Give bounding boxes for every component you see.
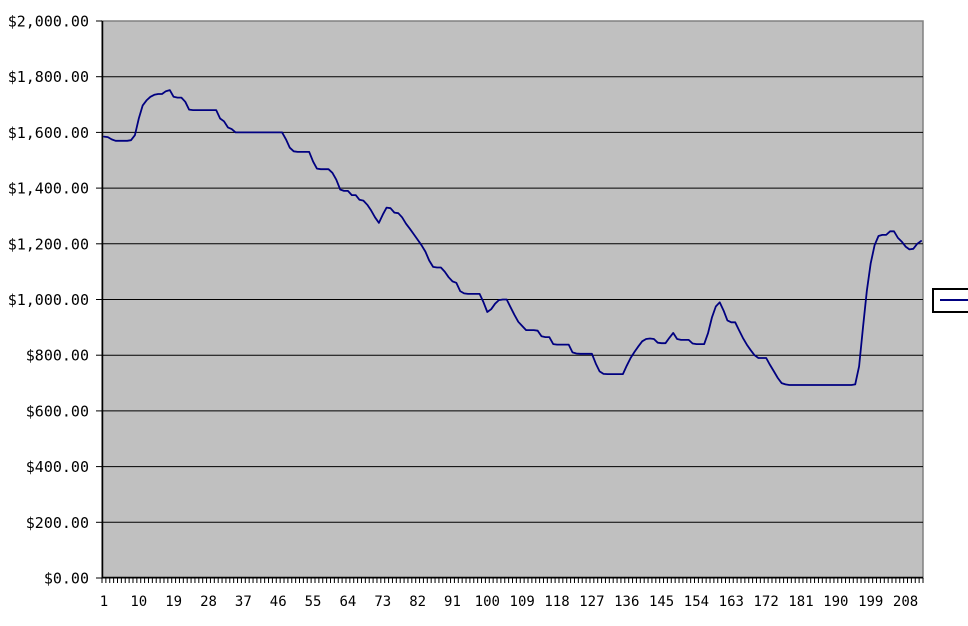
x-axis-tick-label: 64 — [339, 594, 356, 610]
series-line[interactable] — [103, 89, 922, 386]
y-axis-tick-label: $600.00 — [26, 402, 89, 420]
y-axis-tick-label: $1,000.00 — [8, 291, 89, 309]
x-axis-tick-label: 172 — [754, 594, 779, 610]
y-axis-tick-label: $800.00 — [26, 347, 89, 365]
y-axis-tick-label: $400.00 — [26, 458, 89, 476]
x-axis-tick-label: 10 — [130, 594, 147, 610]
x-axis-tick-label: 208 — [893, 594, 918, 610]
legend[interactable] — [932, 288, 968, 313]
x-axis-tick-label: 1 — [100, 594, 108, 610]
y-axis-tick-label: $2,000.00 — [8, 13, 89, 31]
x-axis-tick-label: 145 — [649, 594, 674, 610]
x-axis-tick-label: 127 — [579, 594, 604, 610]
x-axis-tick-label: 118 — [544, 594, 569, 610]
y-axis-tick-label: $1,600.00 — [8, 124, 89, 142]
x-axis-tick-label: 199 — [858, 594, 883, 610]
x-axis-tick-label: 154 — [684, 594, 709, 610]
x-axis-tick-label: 163 — [719, 594, 744, 610]
y-axis-tick-label: $200.00 — [26, 514, 89, 532]
x-axis-tick-label: 55 — [305, 594, 322, 610]
x-axis-tick-label: 82 — [409, 594, 426, 610]
y-axis-tick-label: $1,800.00 — [8, 68, 89, 86]
legend-series-line-sample — [940, 299, 968, 301]
x-axis-tick-label: 181 — [788, 594, 813, 610]
x-axis-tick-label: 73 — [374, 594, 391, 610]
y-axis-tick-label: $0.00 — [44, 570, 89, 588]
x-axis-tick-label: 100 — [475, 594, 500, 610]
x-axis-tick-label: 136 — [614, 594, 639, 610]
x-axis-tick-label: 46 — [270, 594, 287, 610]
x-axis-tick-label: 37 — [235, 594, 252, 610]
y-axis-tick-label: $1,200.00 — [8, 235, 89, 253]
x-axis-tick-label: 109 — [510, 594, 535, 610]
x-axis-tick-label: 91 — [444, 594, 461, 610]
x-axis-tick-label: 190 — [823, 594, 848, 610]
y-axis-tick-label: $1,400.00 — [8, 180, 89, 198]
x-axis-tick-label: 19 — [165, 594, 182, 610]
x-axis-tick-label: 28 — [200, 594, 217, 610]
